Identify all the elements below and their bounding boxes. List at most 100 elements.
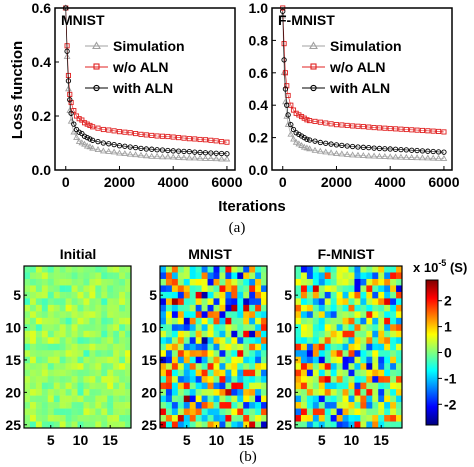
heatmap-cell — [107, 415, 114, 422]
heatmap-cell — [324, 330, 331, 338]
heatmap-cell — [189, 324, 196, 332]
data-point — [392, 146, 399, 152]
heatmap-cell — [160, 408, 167, 416]
heatmap-cell — [183, 415, 191, 422]
heatmap-cell — [47, 369, 55, 377]
heatmap-cell — [29, 395, 37, 403]
heatmap-cell — [183, 356, 191, 364]
heatmap-cell — [125, 402, 132, 409]
heatmap-cell — [243, 421, 250, 429]
heatmap-cell — [195, 395, 202, 403]
heatmap-cell — [372, 350, 379, 358]
data-point — [419, 148, 426, 154]
heatmap-cell — [189, 356, 196, 364]
y-tick-label: 25 — [5, 417, 21, 433]
heatmap-cell — [195, 278, 202, 286]
data-point — [296, 131, 302, 138]
x-tick-label: 5 — [183, 432, 191, 448]
y-tick-label: 15 — [141, 352, 157, 368]
heatmap-cell — [261, 402, 268, 409]
heatmap-cell — [113, 291, 120, 299]
y-tick-label: 10 — [141, 320, 157, 336]
heatmap-cell — [125, 330, 132, 338]
legend-label-simulation: Simulation — [330, 38, 402, 54]
data-point — [366, 144, 372, 151]
heatmap-cell — [342, 389, 349, 396]
heatmap-cell — [195, 408, 202, 416]
heatmap-cell — [177, 272, 185, 280]
heatmap-cell — [213, 272, 220, 280]
heatmap-cell — [71, 369, 78, 377]
heatmap-cell — [41, 311, 49, 319]
heatmap-cell — [89, 389, 96, 396]
data-point — [197, 149, 203, 156]
heatmap-cell — [47, 421, 55, 429]
heatmap-cell — [183, 376, 191, 383]
heatmap-cell — [348, 350, 355, 358]
heatmap-cell — [213, 298, 220, 306]
legend-label-with-aln: with ALN — [112, 80, 173, 96]
heatmap-cell — [225, 266, 232, 273]
heatmap-cell — [360, 395, 367, 403]
y-tick-label: 0.2 — [249, 130, 269, 146]
heatmap-cell — [83, 369, 90, 377]
heatmap-cell — [318, 350, 326, 358]
heatmap-cell — [243, 343, 250, 351]
heatmap-cell — [24, 272, 31, 280]
heatmap-cell — [237, 402, 244, 409]
heatmap-cell — [360, 324, 367, 332]
heatmap-cell — [41, 317, 49, 325]
heatmap-cell — [348, 376, 355, 383]
heatmap-cell — [354, 298, 361, 306]
heatmap-cell — [243, 402, 250, 409]
heatmap-cell — [255, 266, 262, 273]
heatmap-cell — [41, 304, 49, 312]
heatmap-cell — [35, 285, 43, 293]
heatmap-cell — [77, 376, 84, 383]
data-point — [202, 154, 209, 161]
heatmap-cell — [360, 278, 367, 286]
heatmap-cell — [225, 343, 232, 351]
heatmap-cell — [348, 395, 355, 403]
heatmap-cell — [201, 421, 208, 429]
heatmap-cell — [183, 272, 191, 280]
series-line — [282, 7, 444, 133]
heatmap-cell — [354, 369, 361, 377]
heatmap-cell — [336, 298, 343, 306]
heatmap-cell — [95, 376, 102, 383]
heatmap-cell — [336, 324, 343, 332]
heatmap-cell — [213, 285, 220, 293]
heatmap-cell — [59, 311, 66, 319]
heatmap-cell — [113, 350, 120, 358]
heatmap-cell — [53, 285, 60, 293]
heatmap-cell — [41, 337, 49, 345]
heatmap-cell — [378, 382, 385, 390]
data-point — [219, 139, 225, 145]
heatmap-cell — [35, 304, 43, 312]
heatmap-cell — [47, 317, 55, 325]
heatmap-cell — [237, 317, 244, 325]
heatmap-cell — [183, 402, 191, 409]
heatmap-cell — [95, 395, 102, 403]
y-tick-label: 0.0 — [249, 162, 269, 178]
heatmap-cell — [366, 330, 373, 338]
heatmap-cell — [354, 272, 361, 280]
heatmap-cell — [342, 356, 349, 364]
heatmap-cell — [95, 382, 102, 390]
heatmap-cell — [348, 278, 355, 286]
heatmap-cell — [219, 337, 226, 345]
heatmap-cell — [207, 356, 214, 364]
heatmap-cell — [47, 291, 55, 299]
chart-title: F-MNIST — [278, 12, 335, 28]
heatmap-cell — [300, 317, 308, 325]
data-point — [68, 99, 74, 106]
heatmap-cell — [330, 298, 337, 306]
data-point — [303, 144, 311, 151]
heatmap-cell — [396, 337, 403, 345]
heatmap-cell — [41, 324, 49, 332]
data-point — [100, 140, 107, 146]
heatmap-cell — [300, 291, 308, 299]
data-point — [176, 135, 182, 141]
